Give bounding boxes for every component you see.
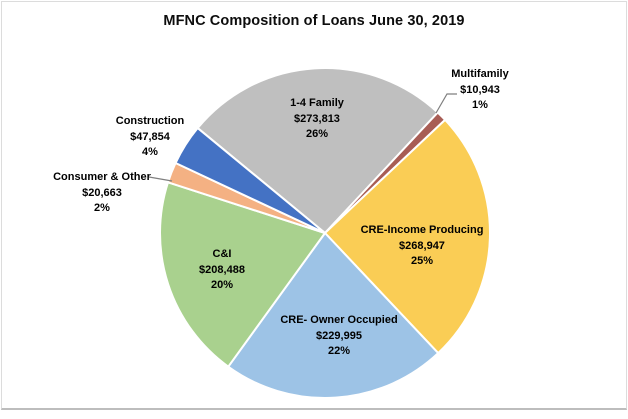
pie-slice-cre-owner-occupied: [227, 232, 440, 399]
pie-slice-1-4-family: [196, 66, 439, 234]
leader-line-multifamily: [435, 93, 457, 114]
pie-slice-construction: [174, 127, 326, 234]
pie-slice-cre-income-producing: [324, 118, 491, 355]
chart-frame: MFNC Composition of Loans June 30, 2019 …: [1, 1, 627, 410]
pie-slices: [159, 66, 491, 399]
pie-slice-c-i: [159, 181, 326, 368]
chart-title: MFNC Composition of Loans June 30, 2019: [163, 13, 465, 29]
leader-line-consumer-other: [148, 176, 173, 182]
leader-lines: [148, 93, 457, 182]
